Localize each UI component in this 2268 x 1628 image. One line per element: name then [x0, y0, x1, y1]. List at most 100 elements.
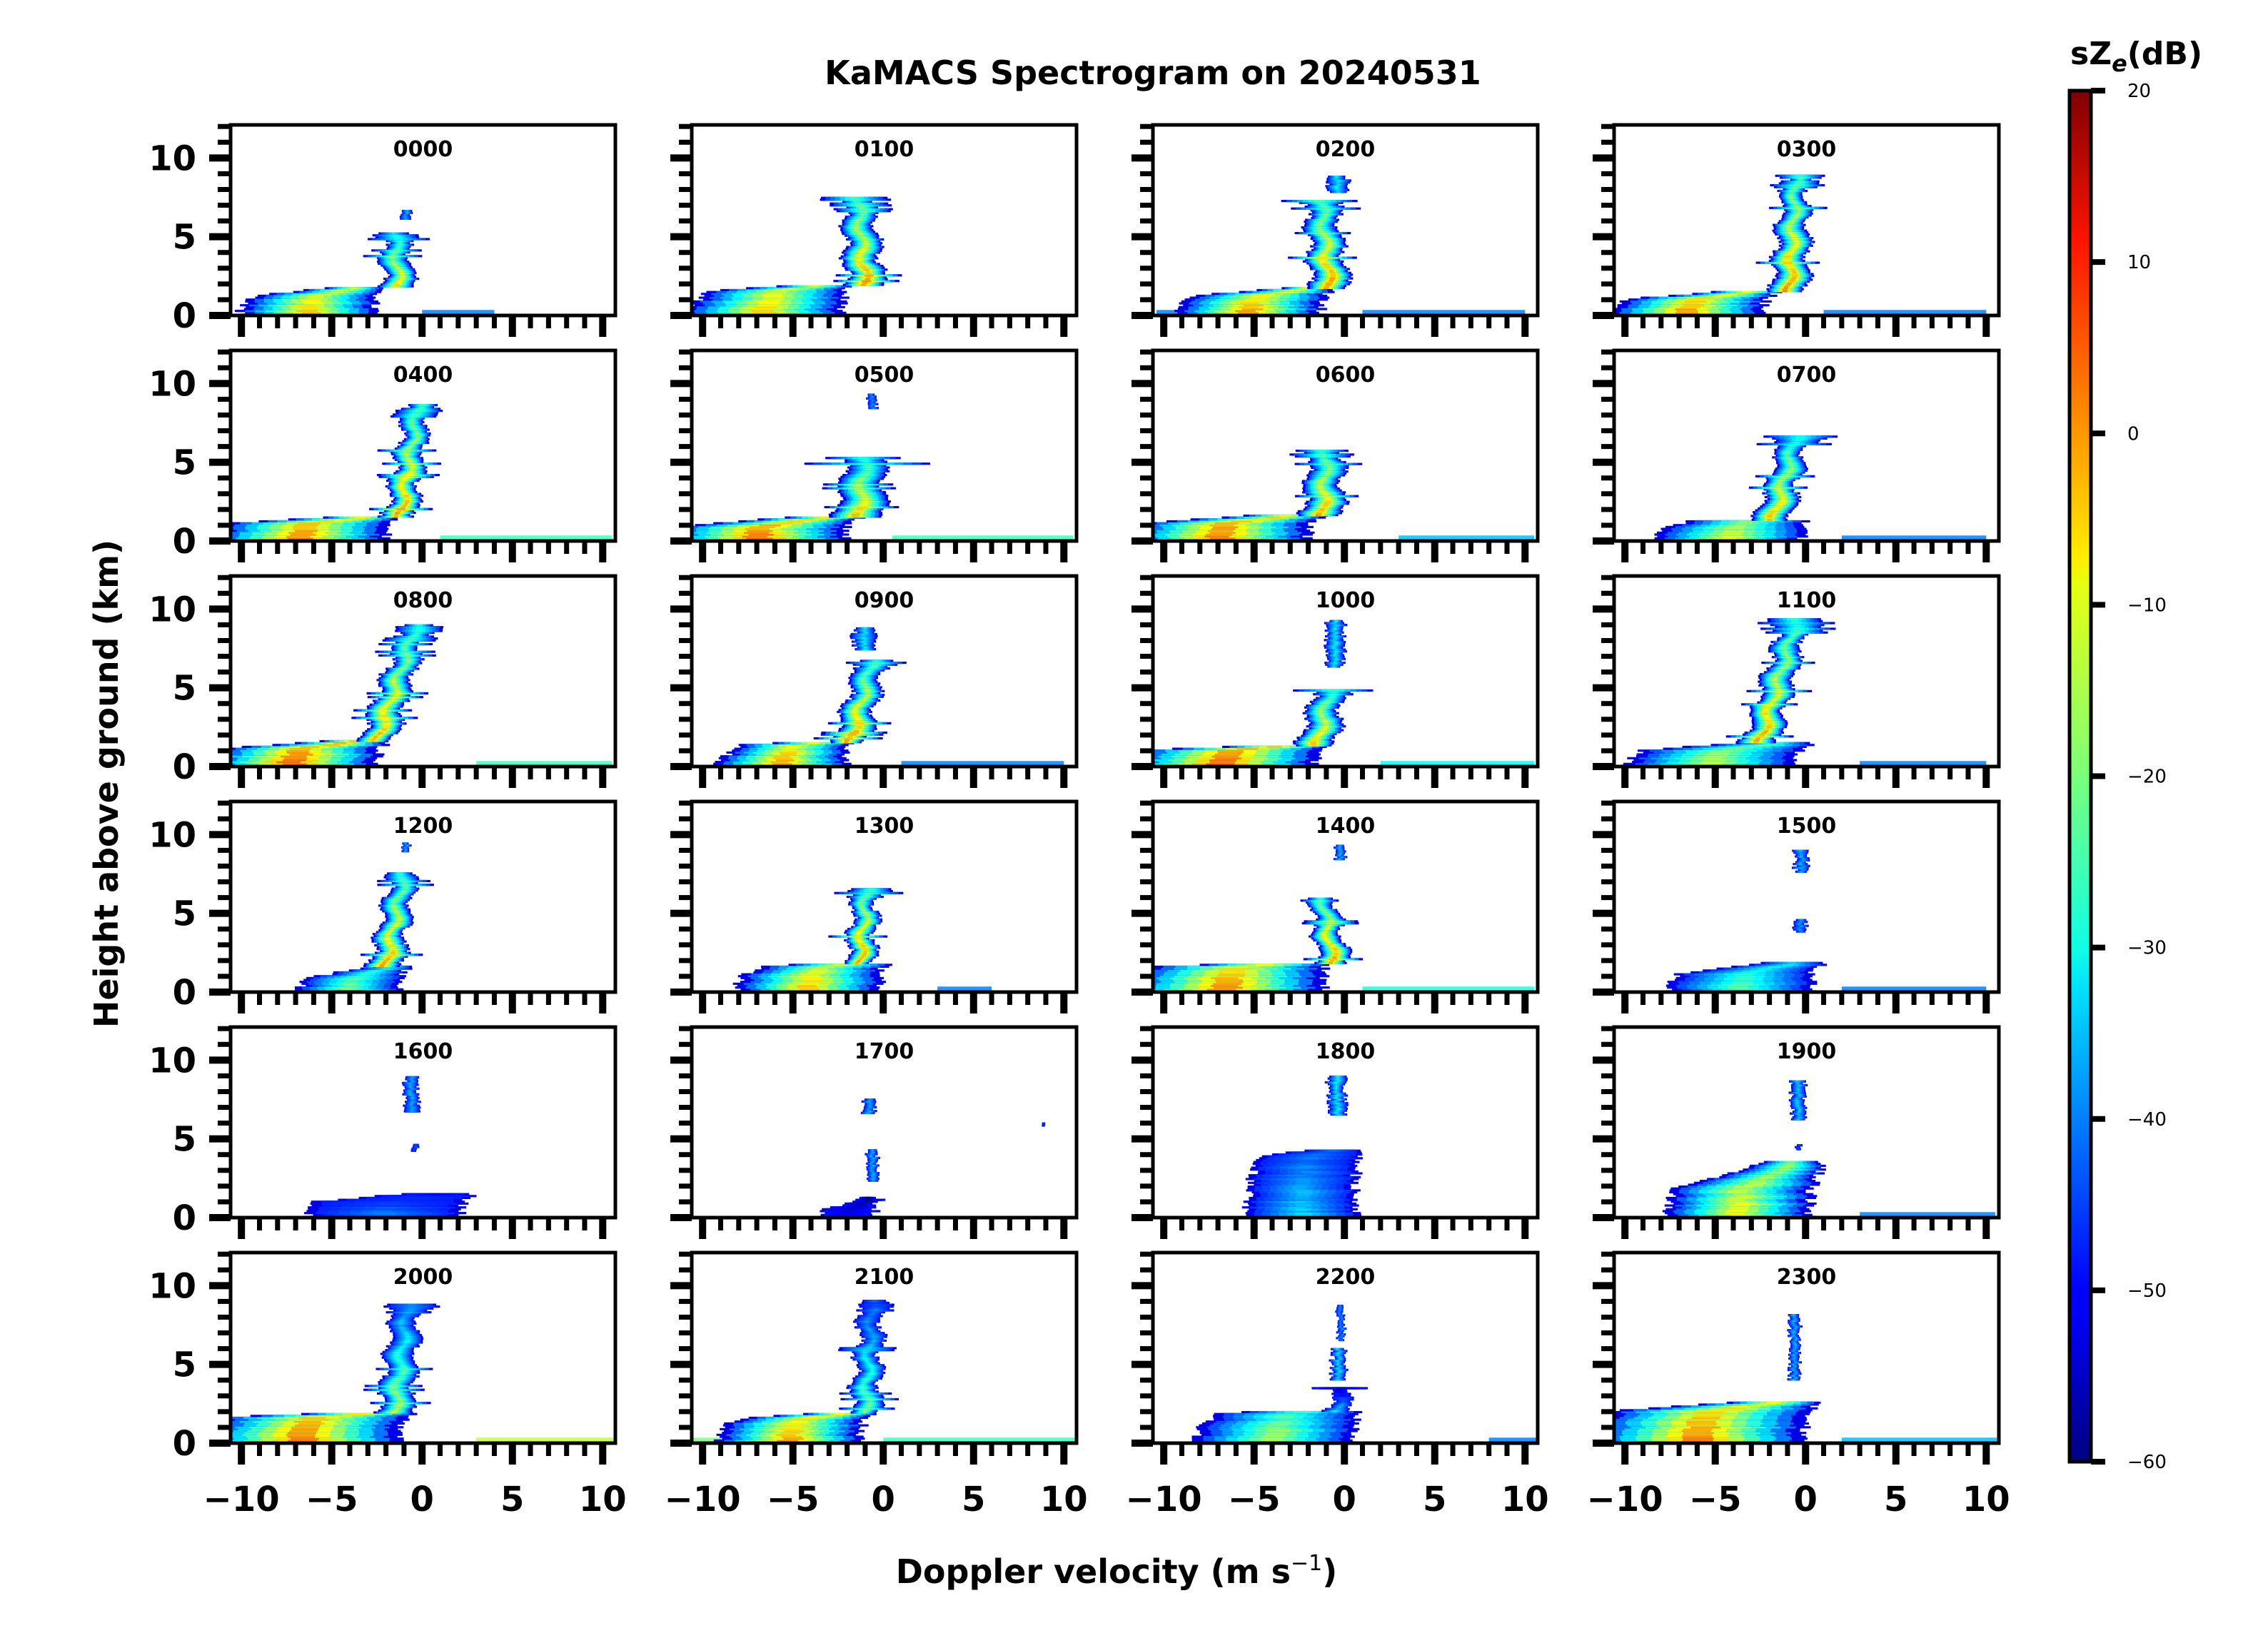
rain-layer-strip: [744, 531, 769, 534]
rain-layer-strip: [753, 311, 777, 314]
rain-layer-strip: [287, 537, 313, 540]
x-major-tick: [1160, 315, 1168, 337]
fall-streak-strip: [412, 413, 419, 416]
fall-streak-strip: [1317, 228, 1323, 231]
fall-streak-strip: [398, 241, 402, 244]
y-major-tick: [1593, 154, 1614, 162]
fall-streak-strip: [1327, 241, 1332, 244]
x-minor-tick: [899, 767, 904, 779]
fall-streak-strip: [395, 690, 400, 693]
y-minor-tick: [218, 250, 231, 256]
fall-streak-strip: [864, 240, 868, 243]
fall-streak-strip: [391, 696, 400, 699]
fall-streak-strip: [1796, 211, 1801, 213]
rain-layer-strip: [1715, 294, 1731, 298]
fall-streak-strip: [865, 468, 872, 471]
x-major-tick: [328, 541, 336, 562]
fall-streak-strip: [1324, 460, 1330, 464]
fall-streak-strip: [1314, 200, 1325, 203]
fall-streak-strip: [406, 658, 411, 661]
fall-streak-strip: [1794, 241, 1800, 243]
fall-streak-strip: [384, 724, 389, 727]
fall-streak-strip: [856, 726, 862, 729]
fall-streak-strip: [408, 445, 412, 448]
y-minor-tick: [1601, 507, 1614, 512]
panel-background: [1614, 350, 1999, 541]
fall-streak-strip: [857, 489, 864, 492]
fall-streak-strip: [1798, 176, 1804, 179]
fall-streak-strip: [405, 500, 410, 503]
fall-streak-strip: [857, 232, 863, 236]
x-minor-tick: [1468, 541, 1473, 554]
fall-streak-strip: [415, 627, 423, 630]
y-minor-tick: [1140, 491, 1153, 497]
fall-streak-strip: [1317, 222, 1322, 225]
fall-streak-strip: [874, 659, 880, 662]
fall-streak-strip: [853, 225, 859, 228]
x-minor-tick: [1007, 315, 1012, 328]
fall-streak-strip: [1324, 236, 1329, 238]
rain-layer-strip: [762, 298, 782, 301]
cloud-patch-strip: [863, 642, 867, 645]
fall-streak-strip: [398, 279, 403, 282]
fall-streak-strip: [1795, 182, 1803, 185]
x-minor-tick: [545, 767, 551, 779]
fall-streak-strip: [400, 481, 404, 484]
fall-streak-strip: [1790, 445, 1795, 448]
x-minor-tick: [862, 541, 868, 554]
x-major-tick: [1802, 315, 1810, 337]
fall-streak-strip: [1320, 477, 1325, 480]
rain-layer-strip: [292, 525, 316, 528]
fall-streak-strip: [1790, 197, 1793, 200]
fall-streak-strip: [1793, 441, 1800, 444]
fall-streak-strip: [378, 732, 383, 734]
x-minor-tick: [365, 541, 371, 554]
rain-layer-strip: [286, 535, 311, 538]
x-minor-tick: [917, 541, 922, 554]
rain-layer-strip: [753, 305, 777, 308]
x-major-tick: [418, 541, 426, 562]
fall-streak-strip: [395, 511, 400, 515]
y-tick-label: 5: [173, 443, 196, 483]
y-minor-tick: [1140, 186, 1153, 192]
x-major-tick: [1431, 541, 1438, 562]
fall-streak-strip: [862, 266, 868, 269]
rain-layer-strip: [787, 520, 803, 523]
x-minor-tick: [826, 541, 832, 554]
fall-streak-strip: [1323, 213, 1329, 216]
fall-streak-strip: [410, 466, 415, 469]
rain-layer-strip: [780, 753, 797, 756]
x-axis-ticks: [699, 767, 1068, 788]
fall-streak-strip: [1795, 439, 1802, 442]
fall-streak-strip: [869, 667, 875, 670]
fall-streak-strip: [1321, 203, 1326, 206]
spectrogram-image: [1153, 620, 1534, 767]
x-minor-tick: [1640, 315, 1645, 328]
x-minor-tick: [989, 315, 994, 328]
fall-streak-strip: [1325, 498, 1331, 502]
x-minor-tick: [736, 315, 742, 328]
x-major-tick: [699, 767, 707, 788]
rain-layer-strip: [1214, 522, 1239, 525]
fall-streak-strip: [859, 208, 868, 211]
fall-streak-strip: [416, 436, 420, 439]
rain-layer-strip: [286, 749, 310, 752]
fall-streak-strip: [415, 430, 418, 433]
rain-layer-strip: [750, 308, 772, 310]
rain-layer-strip: [756, 300, 780, 303]
y-major-tick: [670, 537, 692, 545]
fall-streak-strip: [1793, 244, 1799, 247]
fall-streak-strip: [380, 714, 387, 717]
fall-streak-strip: [407, 462, 416, 465]
y-minor-tick: [679, 186, 692, 192]
panel-0100: 0100: [670, 123, 1079, 337]
fall-streak-strip: [415, 432, 420, 435]
y-minor-tick: [679, 266, 692, 271]
rain-layer-strip: [1676, 310, 1698, 313]
panel-title: 0600: [1316, 363, 1376, 388]
fall-streak-strip: [1327, 468, 1332, 471]
fall-streak-strip: [849, 732, 860, 734]
rain-layer-strip: [294, 524, 318, 527]
y-minor-tick: [218, 349, 231, 355]
fall-streak-strip: [1788, 250, 1794, 253]
